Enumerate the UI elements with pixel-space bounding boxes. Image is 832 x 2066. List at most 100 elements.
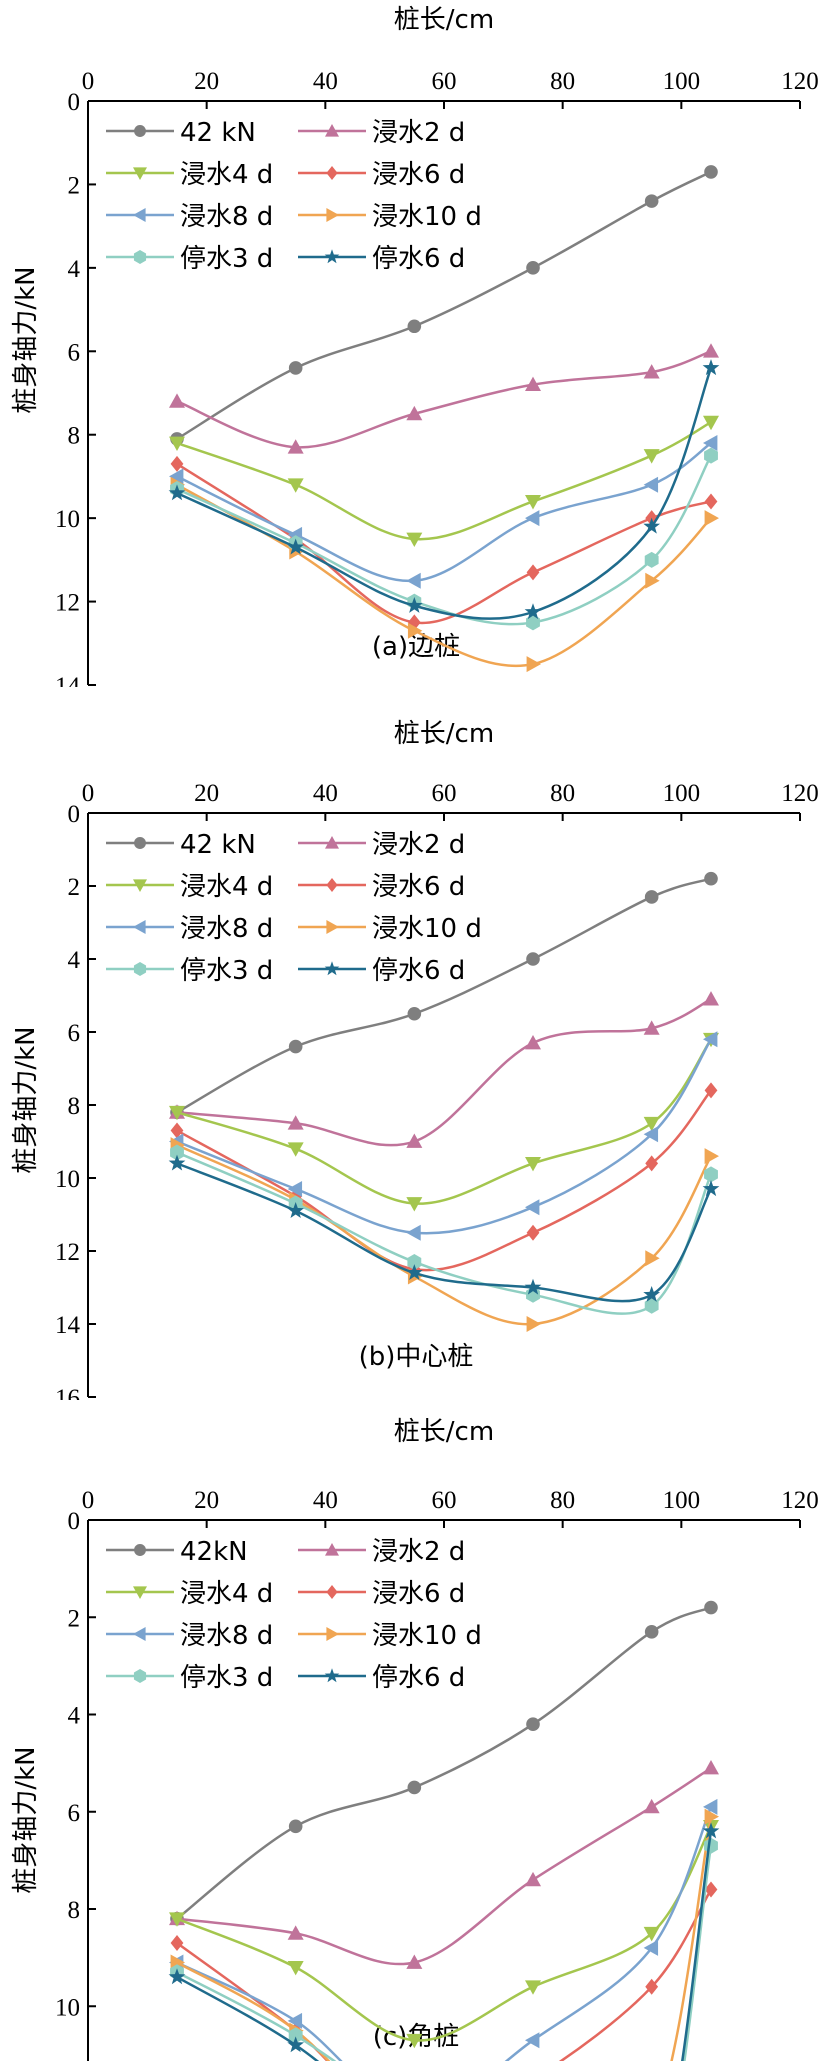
legend-item: 停水3 d: [106, 1663, 273, 1693]
data-point: [703, 435, 718, 452]
series-line: [176, 367, 713, 620]
data-point: [406, 1133, 423, 1148]
legend-item: 42kN: [106, 1537, 248, 1567]
legend-item: 停水3 d: [106, 244, 273, 274]
series-4: [169, 1031, 718, 1241]
chart-panel-a: 桩长/cm 桩身轴力/kN (a)边桩 0 20 40 60 80 100 120 0 2 4 6 8…: [0, 0, 832, 700]
data-point: [702, 359, 720, 376]
x-tick-label: 40: [313, 780, 338, 807]
data-point: [287, 2012, 303, 2029]
data-point: [287, 1115, 304, 1130]
legend-label: 停水3 d: [180, 956, 273, 986]
data-point: [524, 603, 542, 620]
data-point: [406, 405, 423, 421]
data-point: [645, 572, 660, 589]
x-tick-label: 80: [550, 68, 575, 95]
legend-item: 停水6 d: [298, 1663, 465, 1693]
legend-marker: [325, 836, 339, 849]
y-tick-label: 2: [68, 1605, 81, 1632]
data-point: [406, 1197, 423, 1212]
series-line: [176, 1606, 712, 1920]
data-point: [644, 1625, 659, 1639]
y-tick-label: 10: [55, 1994, 80, 2021]
series-line: [176, 1806, 713, 2066]
x-tick-label: 80: [550, 780, 575, 807]
data-point: [287, 1202, 305, 1218]
legend-marker: [326, 166, 338, 180]
data-point: [407, 319, 422, 334]
data-point: [168, 484, 186, 501]
chart-panel-b: 桩长/cm 桩身轴力/kN (b)中心桩 0 20 40 60 80 100 120 0 2 4 6…: [0, 700, 832, 1412]
legend-marker: [326, 1585, 338, 1599]
data-point: [704, 1148, 719, 1165]
data-point: [643, 1939, 659, 1956]
data-point: [405, 596, 423, 613]
data-point: [525, 1034, 541, 1050]
data-point: [704, 1166, 718, 1183]
data-point: [704, 493, 718, 510]
data-point: [643, 1798, 660, 1814]
legend-item: 停水3 d: [106, 956, 273, 986]
series-2: [169, 415, 719, 547]
legend-marker: [326, 208, 339, 222]
series-2: [169, 1819, 719, 2049]
data-point: [703, 1798, 718, 1815]
legend-marker: [324, 249, 340, 264]
legend-label: 42 kN: [180, 118, 256, 148]
data-point: [407, 1780, 422, 1795]
legend-label: 浸水10 d: [372, 914, 482, 944]
legend-item: 浸水6 d: [298, 872, 465, 902]
data-point: [645, 1250, 660, 1267]
legend-label: 浸水10 d: [372, 1621, 482, 1651]
data-point: [525, 376, 541, 392]
data-point: [525, 495, 541, 510]
x-tick-label: 120: [781, 1487, 819, 1514]
legend-label: 浸水6 d: [372, 1579, 465, 1609]
legend-label: 浸水6 d: [372, 160, 465, 190]
x-tick-label: 0: [82, 1487, 95, 1514]
legend-label: 浸水4 d: [180, 1579, 273, 1609]
y-tick-label: 14: [55, 1312, 81, 1339]
legend-item: 浸水4 d: [106, 872, 273, 902]
legend-marker: [134, 1544, 146, 1556]
data-point: [702, 1822, 720, 1839]
y-tick-label: 0: [68, 89, 81, 116]
data-point: [526, 1316, 541, 1332]
legend-item: 浸水10 d: [298, 202, 482, 232]
data-point: [287, 2036, 305, 2053]
data-point: [287, 1180, 303, 1197]
legend-item: 停水6 d: [298, 956, 465, 986]
y-axis-title: 桩身轴力/kN: [11, 266, 41, 413]
legend-marker: [133, 250, 147, 264]
data-point: [526, 952, 540, 966]
series-6: [170, 447, 718, 631]
legend-marker: [133, 1627, 146, 1641]
series-7: [168, 1154, 720, 1303]
legend-label: 浸水4 d: [180, 872, 273, 902]
series-line: [176, 1144, 713, 1326]
data-point: [525, 510, 540, 527]
data-point: [643, 364, 660, 379]
series-0: [170, 165, 718, 446]
y-tick-label: 2: [68, 172, 81, 199]
data-point: [645, 1978, 659, 1995]
chart-c: 桩长/cm 桩身轴力/kN (c)角桩 02040608010012002468…: [11, 1417, 819, 2066]
x-axis-title: 桩长/cm: [394, 1417, 494, 1447]
legend-item: 浸水8 d: [106, 202, 273, 232]
data-point: [704, 871, 718, 886]
x-tick-label: 20: [194, 1487, 219, 1514]
series-3: [170, 455, 718, 631]
legend-marker: [326, 1627, 339, 1641]
data-point: [287, 1925, 304, 1940]
x-tick-label: 120: [781, 68, 819, 95]
data-point: [644, 890, 659, 904]
series-7: [168, 1822, 720, 2066]
x-tick-label: 60: [432, 68, 457, 95]
legend-item: 停水6 d: [298, 244, 465, 274]
legend-item: 浸水2 d: [298, 1537, 465, 1567]
data-point: [406, 1954, 423, 1969]
x-tick-label: 60: [432, 1487, 457, 1514]
data-point: [643, 1116, 660, 1132]
data-point: [702, 1180, 720, 1197]
